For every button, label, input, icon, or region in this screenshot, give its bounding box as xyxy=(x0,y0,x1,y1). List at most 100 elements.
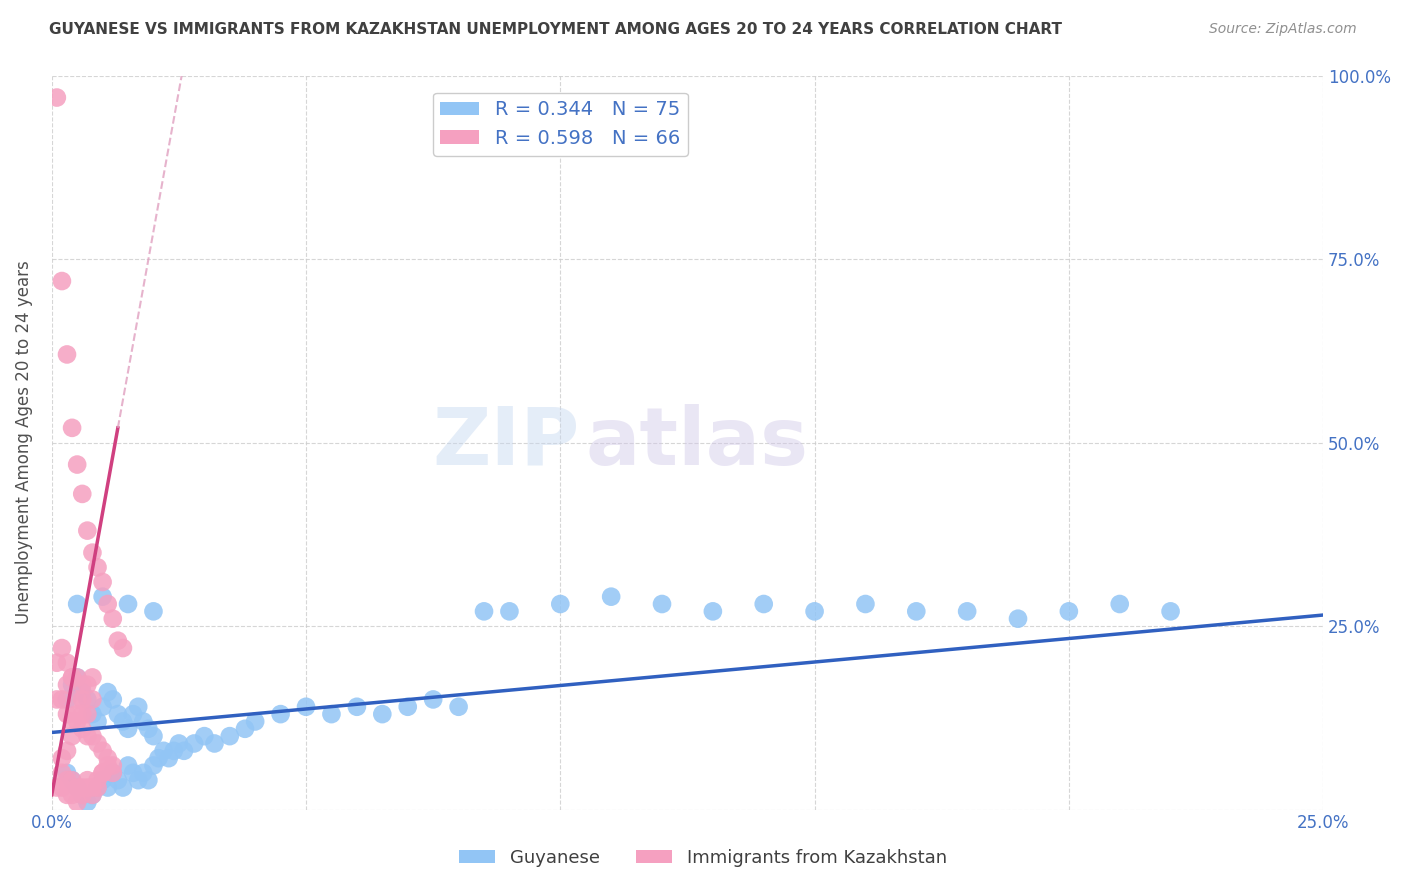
Point xyxy=(66,795,89,809)
Point xyxy=(82,780,104,795)
Point xyxy=(91,744,114,758)
Text: ZIP: ZIP xyxy=(432,403,579,482)
Point xyxy=(1108,597,1130,611)
Point xyxy=(91,765,114,780)
Point xyxy=(167,736,190,750)
Point xyxy=(107,773,129,788)
Point xyxy=(295,699,318,714)
Point xyxy=(60,788,83,802)
Point xyxy=(111,780,134,795)
Point xyxy=(56,692,79,706)
Point xyxy=(60,678,83,692)
Point xyxy=(76,524,98,538)
Point xyxy=(56,678,79,692)
Point xyxy=(76,692,98,706)
Point xyxy=(66,597,89,611)
Text: GUYANESE VS IMMIGRANTS FROM KAZAKHSTAN UNEMPLOYMENT AMONG AGES 20 TO 24 YEARS CO: GUYANESE VS IMMIGRANTS FROM KAZAKHSTAN U… xyxy=(49,22,1062,37)
Point xyxy=(60,421,83,435)
Text: atlas: atlas xyxy=(586,403,808,482)
Point xyxy=(101,612,124,626)
Point xyxy=(371,707,394,722)
Point xyxy=(51,274,73,288)
Point xyxy=(60,714,83,729)
Point xyxy=(45,90,67,104)
Point xyxy=(51,780,73,795)
Point xyxy=(97,685,120,699)
Point xyxy=(233,722,256,736)
Point xyxy=(132,765,155,780)
Point xyxy=(321,707,343,722)
Point xyxy=(498,604,520,618)
Point xyxy=(60,729,83,743)
Point xyxy=(66,707,89,722)
Point xyxy=(97,780,120,795)
Point xyxy=(66,780,89,795)
Point xyxy=(138,722,160,736)
Point xyxy=(56,773,79,788)
Point xyxy=(82,729,104,743)
Point xyxy=(82,788,104,802)
Point xyxy=(45,656,67,670)
Point xyxy=(51,692,73,706)
Point xyxy=(66,714,89,729)
Point xyxy=(60,773,83,788)
Point xyxy=(422,692,444,706)
Point xyxy=(91,590,114,604)
Point xyxy=(56,788,79,802)
Point xyxy=(122,707,145,722)
Point xyxy=(142,604,165,618)
Point xyxy=(270,707,292,722)
Point xyxy=(91,699,114,714)
Point xyxy=(86,736,108,750)
Point xyxy=(72,678,94,692)
Point xyxy=(56,744,79,758)
Point xyxy=(76,773,98,788)
Point xyxy=(72,788,94,802)
Point xyxy=(66,670,89,684)
Point xyxy=(117,758,139,772)
Point xyxy=(45,780,67,795)
Point xyxy=(91,574,114,589)
Point xyxy=(218,729,240,743)
Point xyxy=(550,597,572,611)
Point xyxy=(56,656,79,670)
Point xyxy=(1007,612,1029,626)
Point xyxy=(905,604,928,618)
Point xyxy=(56,347,79,361)
Legend: Guyanese, Immigrants from Kazakhstan: Guyanese, Immigrants from Kazakhstan xyxy=(453,842,953,874)
Point xyxy=(82,692,104,706)
Point xyxy=(51,751,73,765)
Point xyxy=(86,780,108,795)
Point xyxy=(82,670,104,684)
Point xyxy=(148,751,170,765)
Point xyxy=(346,699,368,714)
Point xyxy=(97,597,120,611)
Point xyxy=(60,670,83,684)
Legend: R = 0.344   N = 75, R = 0.598   N = 66: R = 0.344 N = 75, R = 0.598 N = 66 xyxy=(433,93,688,156)
Point xyxy=(56,707,79,722)
Point xyxy=(76,729,98,743)
Point xyxy=(101,765,124,780)
Point xyxy=(72,487,94,501)
Point xyxy=(72,780,94,795)
Point xyxy=(60,773,83,788)
Point xyxy=(101,692,124,706)
Point xyxy=(97,758,120,772)
Text: Source: ZipAtlas.com: Source: ZipAtlas.com xyxy=(1209,22,1357,37)
Point xyxy=(72,788,94,802)
Point xyxy=(117,597,139,611)
Point xyxy=(72,722,94,736)
Point xyxy=(45,692,67,706)
Point xyxy=(472,604,495,618)
Point xyxy=(447,699,470,714)
Point xyxy=(183,736,205,750)
Point xyxy=(803,604,825,618)
Point xyxy=(600,590,623,604)
Point xyxy=(56,765,79,780)
Point xyxy=(1057,604,1080,618)
Point xyxy=(72,707,94,722)
Point xyxy=(97,751,120,765)
Point xyxy=(117,722,139,736)
Point xyxy=(702,604,724,618)
Point xyxy=(51,765,73,780)
